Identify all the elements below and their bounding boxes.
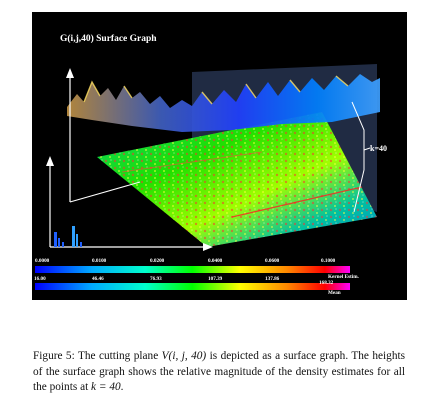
histogram — [54, 226, 82, 247]
mean-tick-5: 168.32 — [319, 280, 334, 286]
mean-tick-3: 107.39 — [208, 276, 223, 282]
kernel-tick-4: 0.0600 — [265, 258, 280, 264]
plane-red-streak — [231, 186, 363, 218]
caption-end: . — [120, 381, 124, 394]
x-axis-front-arrow — [203, 243, 213, 251]
figure-title: G(i,j,40) Surface Graph — [60, 34, 157, 44]
plane-red-streak-2 — [121, 151, 263, 173]
caption-middle: is depicted as a surface graph. The heig… — [33, 350, 406, 394]
mean-color-bar — [35, 283, 350, 290]
mean-tick-1: 46.46 — [92, 276, 104, 282]
density-surface — [67, 74, 380, 132]
mean-tick-2: 76.93 — [150, 276, 162, 282]
kernel-tick-1: 0.0100 — [92, 258, 107, 264]
kernel-tick-2: 0.0200 — [150, 258, 165, 264]
surface-graph-drawing — [35, 64, 380, 290]
caption-math-plane: V(i, j, 40) — [161, 350, 207, 362]
mean-tick-4: 137.86 — [265, 276, 280, 282]
surface-highlights — [83, 75, 349, 105]
kernel-tick-0: 0.0000 — [35, 258, 50, 264]
mean-tick-0: 16.00 — [34, 276, 46, 282]
mean-scale-label: Mean — [328, 290, 341, 296]
x-axis-back — [69, 181, 141, 203]
z-axis-back-arrow — [66, 68, 74, 78]
caption-math-k: k = 40 — [91, 381, 121, 394]
z-axis-front-arrow — [46, 156, 54, 166]
kernel-scale-label: Kernel Estim. — [328, 274, 359, 280]
figure-caption: Figure 5: The cutting plane V(i, j, 40) … — [33, 349, 405, 396]
kernel-color-bar — [35, 266, 350, 273]
kernel-tick-5: 0.1000 — [321, 258, 336, 264]
k-pointer — [363, 147, 371, 151]
kernel-tick-3: 0.0400 — [208, 258, 223, 264]
caption-lead: Figure 5: The cutting plane — [33, 350, 162, 362]
surface-graph-figure: G(i,j,40) Surface Graph k=40 0.0000 0.01… — [32, 12, 407, 300]
ground-plane-speckle — [97, 112, 377, 247]
k-label: k=40 — [370, 144, 388, 153]
